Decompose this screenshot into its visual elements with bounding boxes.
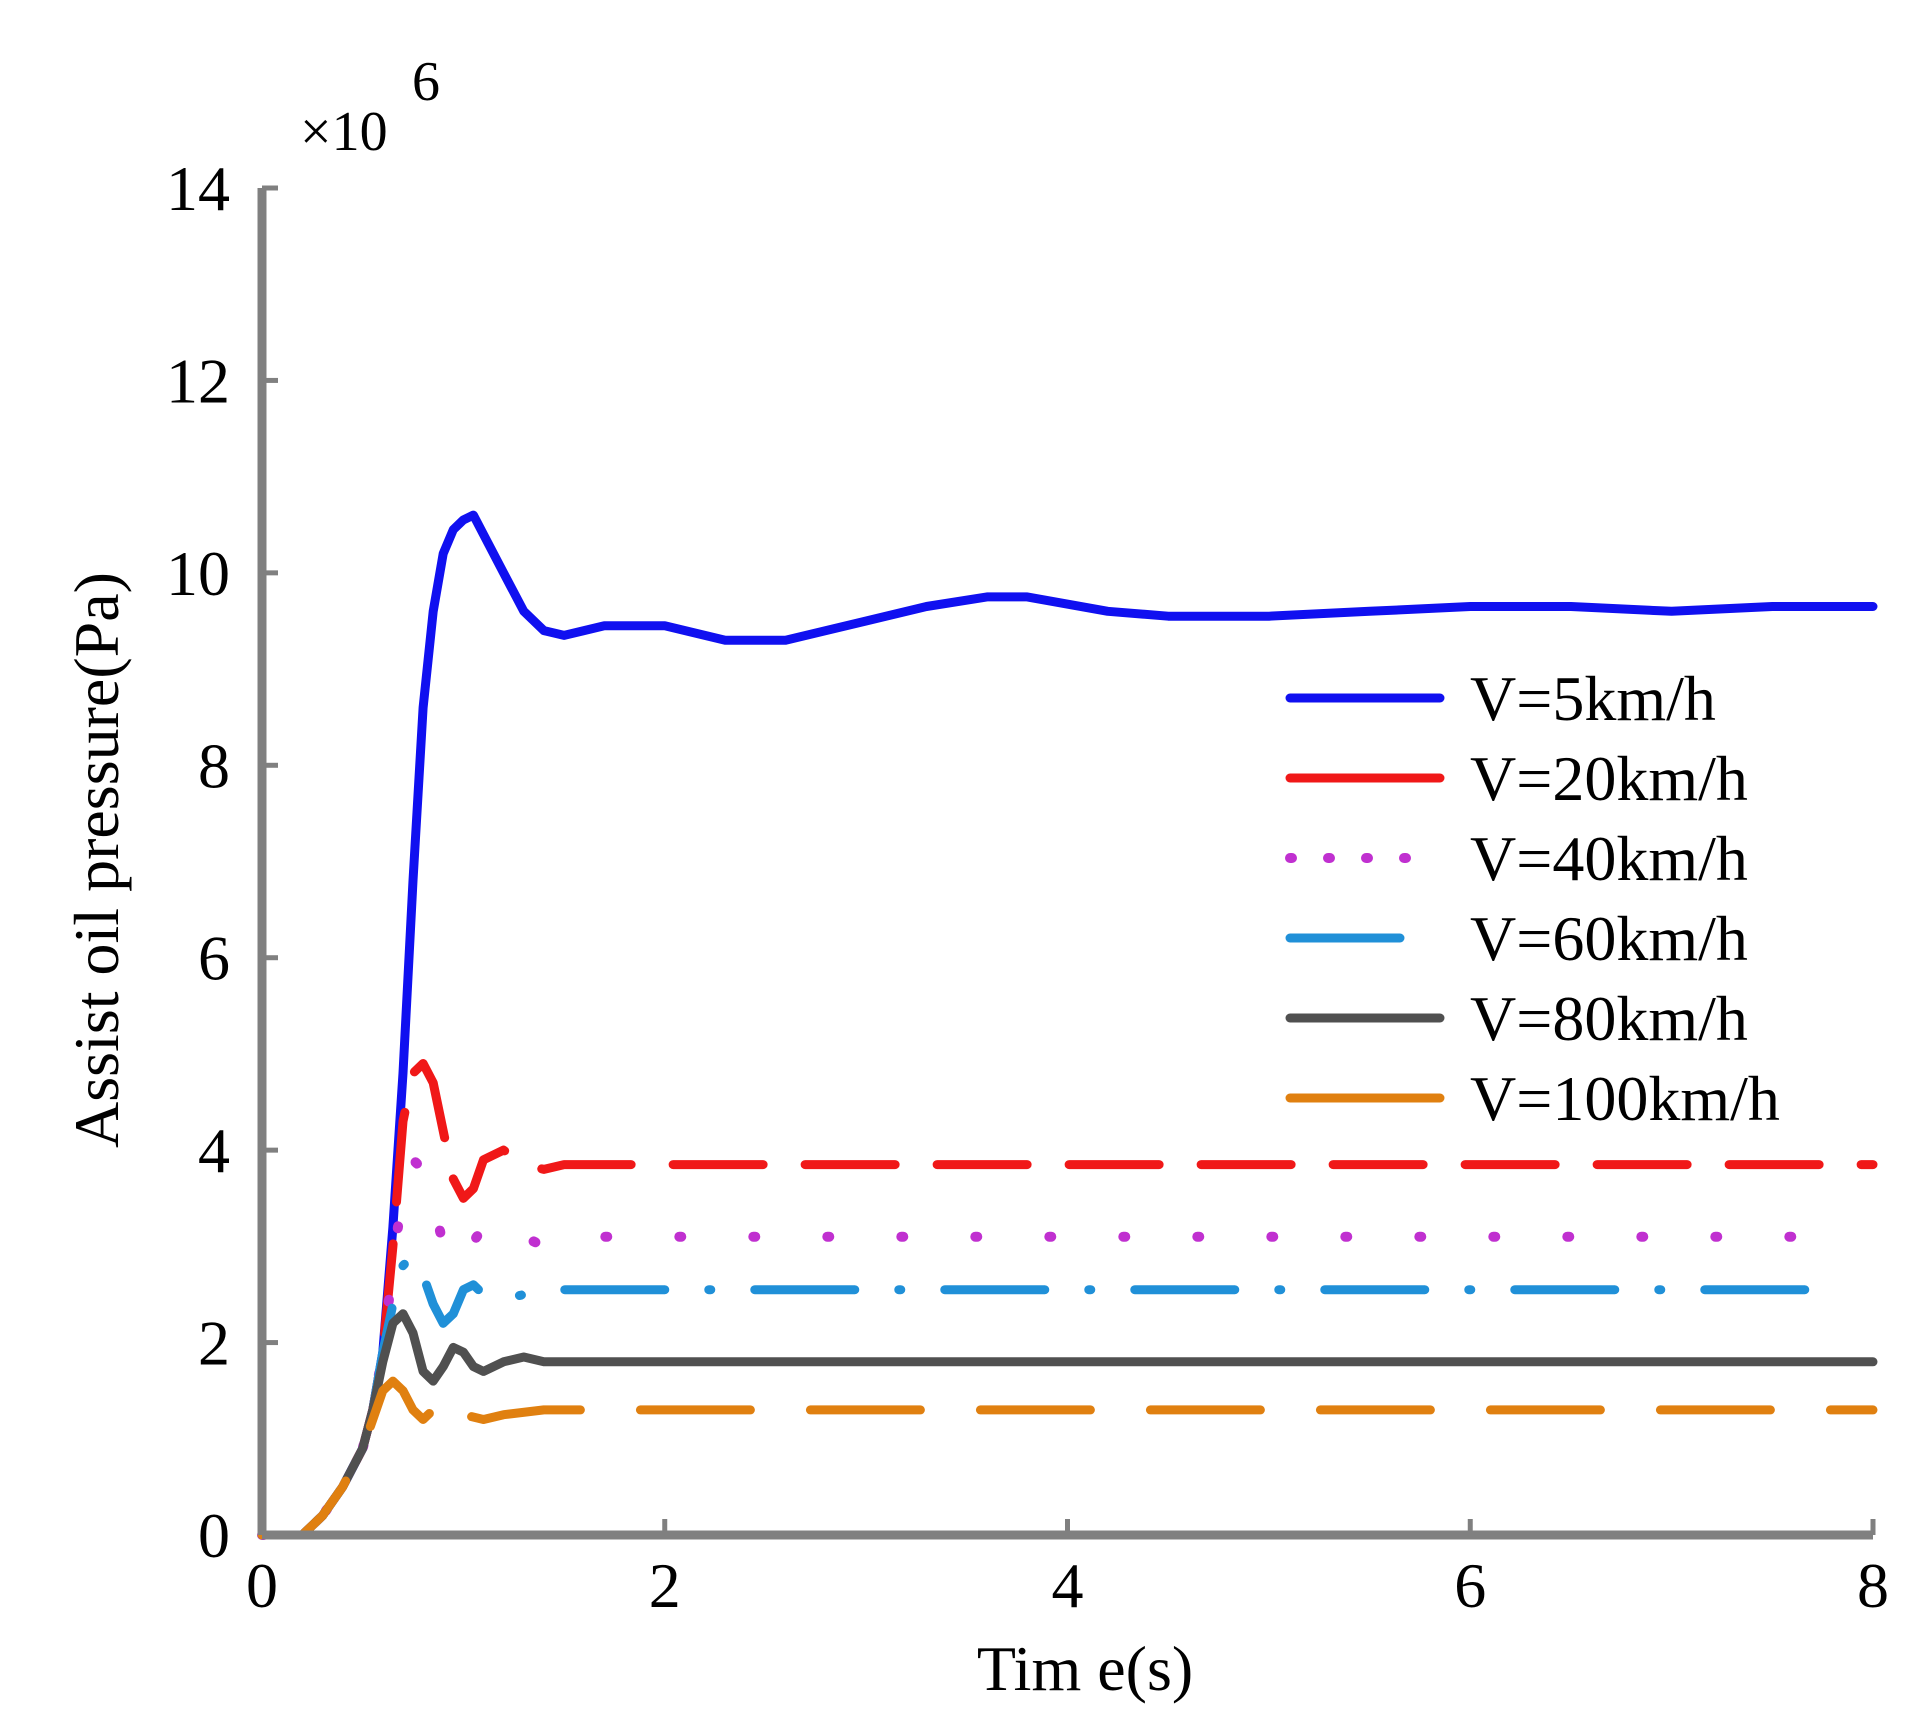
series-line-v100 [257, 1376, 1878, 1540]
legend-label-v80: V=80km/h [1470, 983, 1748, 1054]
x-tick-label: 6 [1454, 1550, 1486, 1621]
x-tick-label: 2 [649, 1550, 681, 1621]
legend: V=5km/h V=20km/h V=40km/h V=60km/h V=80km/h V… [1285, 663, 1780, 1134]
legend-label-v100: V=100km/h [1470, 1063, 1780, 1134]
series-line-v40 [257, 1154, 1858, 1540]
x-axis-label: Tim e(s) [977, 1633, 1193, 1704]
series-line-v20 [257, 1059, 1878, 1540]
y-tick-label: 6 [198, 923, 230, 994]
series-line-v80 [257, 1309, 1878, 1540]
legend-label-v5: V=5km/h [1470, 663, 1716, 734]
x-tick-label: 4 [1052, 1550, 1084, 1621]
y-axis-label: Assist oil pressure(Pa) [61, 572, 132, 1148]
legend-label-v60: V=60km/h [1470, 903, 1748, 974]
y-tick-label: 14 [166, 153, 230, 224]
ticks-layer: 0 2 4 6 8 10 12 14 0 2 4 6 8 [166, 153, 1889, 1621]
legend-label-v40: V=40km/h [1470, 823, 1748, 894]
series-layer [257, 510, 1878, 1540]
y-tick-label: 10 [166, 538, 230, 609]
legend-label-v20: V=20km/h [1470, 743, 1748, 814]
x-tick-label: 0 [246, 1550, 278, 1621]
y-tick-label: 12 [166, 345, 230, 416]
y-tick-label: 4 [198, 1115, 230, 1186]
y-tick-label: 8 [198, 730, 230, 801]
y-tick-label: 2 [198, 1308, 230, 1379]
x-tick-label: 8 [1857, 1550, 1889, 1621]
y-multiplier-base: ×10 [300, 101, 388, 163]
y-multiplier-exponent: 6 [412, 51, 440, 113]
y-tick-label: 0 [198, 1500, 230, 1571]
series-line-v60 [257, 1251, 1848, 1540]
